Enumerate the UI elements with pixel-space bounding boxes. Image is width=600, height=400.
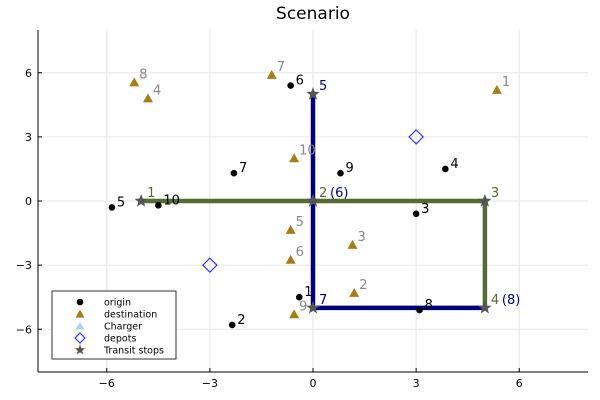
legend-label: destination [104, 310, 157, 321]
destination-label: 6 [296, 245, 304, 260]
x-tick-label: 6 [516, 377, 523, 390]
y-tick-label: −3 [16, 259, 32, 272]
transit-stop-marker [306, 300, 320, 314]
origin-marker [230, 169, 238, 177]
destination-marker [289, 153, 300, 163]
origin-label: 7 [239, 161, 247, 176]
destination-label: 7 [277, 60, 285, 75]
x-tick-label: 0 [310, 377, 317, 390]
y-tick-label: 3 [25, 131, 32, 144]
legend-triangle-marker [75, 321, 85, 330]
transit-stop-label: 7 [319, 293, 327, 308]
destination-label: 5 [296, 215, 304, 230]
destination-marker [349, 287, 360, 297]
transit-stop-marker [478, 300, 492, 314]
origin-label: 6 [296, 74, 304, 89]
legend-label: Charger [104, 322, 142, 333]
destination-marker [285, 254, 296, 264]
transit-stop-label: 3 [491, 186, 499, 201]
y-tick-label: 0 [25, 195, 32, 208]
routes [141, 94, 488, 311]
origin-marker [108, 204, 116, 211]
legend-triangle-marker [75, 309, 85, 318]
depot-marker [408, 129, 424, 145]
destination-label: 4 [153, 83, 161, 98]
transit-stop-capacity: (6) [330, 186, 348, 201]
y-tick-label: −6 [16, 323, 32, 336]
origin-marker [337, 169, 344, 177]
destination-marker [289, 309, 300, 319]
origin-marker [416, 306, 423, 314]
destination-label: 3 [358, 230, 366, 245]
legend-origin-marker [76, 298, 84, 306]
transit-stop-marker [478, 194, 492, 207]
transit-stop-marker [306, 194, 320, 207]
depot-marker [202, 257, 218, 273]
origin-marker [295, 293, 303, 301]
transit-stop-label: 5 [319, 79, 327, 94]
destination-marker [285, 224, 296, 234]
route-line [141, 198, 488, 308]
x-tick-label: −6 [99, 377, 115, 390]
destination-marker [347, 239, 358, 249]
legend-label: Transit stops [103, 346, 164, 357]
axes: −6 −3 0 3 6 −6 −3 0 3 6 [16, 30, 588, 390]
origin-label: 5 [117, 195, 125, 210]
origin-label: 1 [304, 285, 312, 300]
transit-stop-label: 1 [147, 186, 155, 201]
legend-label: origin [104, 298, 131, 309]
transit-stop-marker [306, 87, 320, 100]
origin-marker [412, 210, 420, 218]
origin-label: 3 [421, 202, 429, 217]
origin-label: 9 [346, 161, 354, 176]
legend-depot-marker [74, 332, 86, 344]
legend-stop-marker [74, 344, 86, 355]
y-tick-label: 6 [25, 67, 32, 80]
legend-box [51, 290, 177, 360]
destination-marker [129, 77, 140, 87]
transit-stop-label: 4 [491, 293, 499, 308]
origin-label: 4 [450, 157, 458, 172]
x-tick-label: −3 [202, 377, 218, 390]
destination-marker [266, 69, 277, 79]
destination-marker [143, 93, 153, 103]
destination-label: 8 [139, 67, 147, 82]
origin-label: 2 [237, 313, 245, 328]
transit-stop-label: 2 [319, 186, 327, 201]
legend-label: depots [104, 334, 136, 345]
destination-label: 1 [502, 75, 510, 90]
x-tick-label: 3 [413, 377, 420, 390]
origin-label: 8 [425, 298, 433, 313]
destination-marker [491, 84, 502, 94]
transit-stop-capacity: (8) [502, 293, 520, 308]
origin-marker [228, 321, 236, 329]
origin-label: 10 [163, 193, 180, 208]
transit-stop-marker [134, 194, 148, 207]
chart-title: Scenario [276, 4, 350, 24]
origin-marker [442, 165, 449, 173]
destination-label: 9 [299, 299, 307, 314]
route-line [310, 94, 485, 311]
destination-label: 10 [299, 143, 316, 158]
origin-marker [287, 82, 294, 89]
origin-marker [155, 201, 162, 209]
destination-label: 2 [359, 278, 367, 293]
